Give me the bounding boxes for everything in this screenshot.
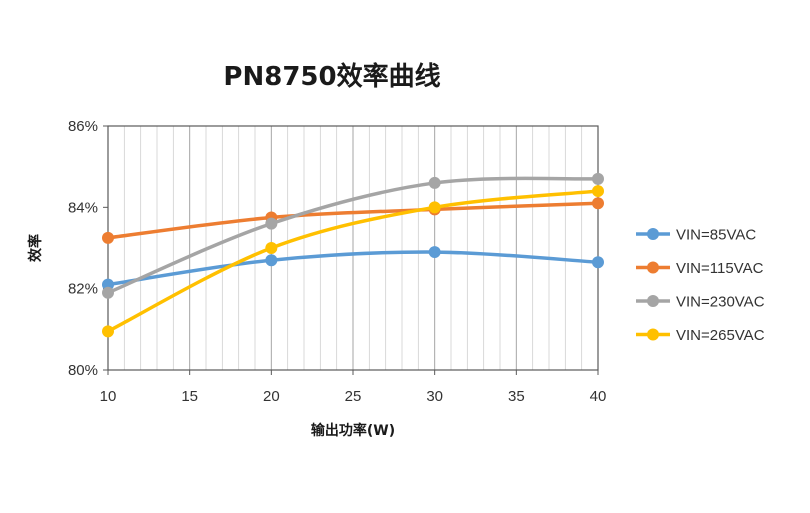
series-line [106, 250, 600, 287]
legend-item: VIN=115VAC [636, 260, 764, 277]
series-line [106, 176, 600, 295]
x-axis-label: 输出功率(W) [311, 422, 395, 439]
data-point [592, 197, 604, 210]
data-point [428, 246, 441, 259]
series [102, 172, 604, 338]
y-tick-label: 86% [68, 118, 98, 135]
data-point [102, 325, 114, 338]
x-tick-label: 25 [345, 388, 362, 405]
y-tick-label: 80% [68, 362, 98, 379]
y-axis-label: 效率 [27, 234, 44, 262]
series-line [106, 201, 600, 240]
series-3 [102, 172, 604, 299]
data-point [428, 201, 441, 214]
legend-item: VIN=230VAC [636, 294, 765, 311]
series-1 [102, 246, 604, 291]
data-point [265, 242, 278, 254]
legend-label: VIN=230VAC [676, 294, 765, 311]
data-point [265, 217, 278, 230]
data-point [265, 254, 278, 267]
legend-item: VIN=85VAC [636, 227, 756, 244]
x-tick-label: 30 [426, 388, 443, 405]
x-tick-label: 20 [263, 388, 280, 405]
legend-swatch-marker [647, 328, 659, 341]
data-point [592, 172, 604, 185]
grid [123, 126, 583, 370]
series-4 [102, 185, 604, 338]
x-axis-ticks: 10 15 20 25 30 35 40 [100, 370, 607, 405]
x-tick-label: 15 [181, 388, 198, 405]
data-point [102, 231, 114, 244]
y-axis-ticks: 80% 82% 84% 86% [68, 118, 108, 379]
legend-label: VIN=265VAC [676, 327, 765, 344]
legend: VIN=85VAC VIN=115VAC VIN=230VAC VIN=265VAC [636, 227, 765, 344]
y-tick-label: 84% [68, 199, 98, 216]
x-tick-label: 35 [508, 388, 525, 405]
data-point [102, 286, 114, 299]
legend-swatch-marker [647, 295, 659, 307]
legend-label: VIN=85VAC [676, 227, 756, 244]
series-line [106, 189, 600, 334]
y-tick-label: 82% [68, 281, 98, 298]
data-point [428, 176, 441, 189]
data-point [592, 256, 604, 269]
data-point [592, 185, 604, 198]
legend-swatch-marker [647, 228, 659, 240]
x-tick-label: 40 [590, 388, 607, 405]
chart-title: PN8750效率曲线 [223, 61, 440, 92]
legend-label: VIN=115VAC [676, 260, 764, 277]
x-tick-label: 10 [100, 388, 117, 405]
legend-swatch-marker [647, 261, 659, 274]
legend-item: VIN=265VAC [636, 327, 765, 344]
